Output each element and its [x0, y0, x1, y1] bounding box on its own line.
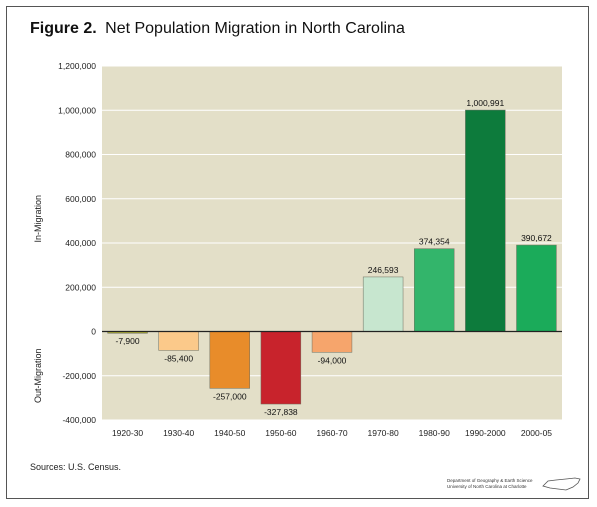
credit-line-2: University of North Carolina at Charlott… — [447, 484, 527, 489]
bar — [209, 331, 250, 389]
x-tick-label: 2000-05 — [521, 428, 552, 438]
y-tick-label: 600,000 — [65, 194, 96, 204]
bar — [311, 331, 353, 353]
data-label: 1,000,991 — [466, 98, 504, 108]
y-tick-label: 400,000 — [65, 238, 96, 248]
x-tick-label: 1960-70 — [316, 428, 347, 438]
y-tick-label: -400,000 — [62, 415, 96, 425]
y-axis-label-in-migration: In-Migration — [33, 195, 43, 243]
credit-line-1: Department of Geography & Earth Science — [447, 478, 533, 483]
x-tick-label: 1950-60 — [265, 428, 296, 438]
y-axis-label-out-migration: Out-Migration — [33, 348, 43, 403]
x-tick-label: 1980-90 — [419, 428, 450, 438]
data-label: -257,000 — [213, 391, 247, 401]
data-label: 390,672 — [521, 233, 552, 243]
bar — [260, 331, 302, 405]
y-tick-label: 200,000 — [65, 282, 96, 292]
x-tick-label: 1990-2000 — [465, 428, 506, 438]
data-label: -327,838 — [264, 407, 298, 417]
data-label: -85,400 — [164, 353, 193, 363]
y-tick-label: 1,000,000 — [58, 105, 96, 115]
bar — [465, 109, 506, 332]
y-tick-label: 800,000 — [65, 150, 96, 160]
figure-title-text: Net Population Migration in North Caroli… — [105, 20, 405, 37]
x-tick-label: 1970-80 — [368, 428, 399, 438]
figure-number: Figure 2. — [30, 20, 97, 37]
bar — [362, 276, 404, 332]
figure-title: Figure 2. Net Population Migration in No… — [30, 20, 405, 38]
data-label: -7,900 — [116, 336, 140, 346]
bar — [158, 331, 199, 351]
source-note: Sources: U.S. Census. — [30, 462, 122, 472]
bar — [414, 248, 455, 332]
x-tick-label: 1930-40 — [163, 428, 194, 438]
y-tick-label: -200,000 — [62, 371, 96, 381]
bar — [516, 244, 557, 332]
x-tick-label: 1940-50 — [214, 428, 245, 438]
credit-text: Department of Geography & Earth Science … — [447, 478, 533, 490]
data-label: 246,593 — [368, 265, 399, 275]
x-tick-label: 1920-30 — [112, 428, 143, 438]
data-label: 374,354 — [419, 237, 450, 247]
y-tick-label: 0 — [91, 327, 96, 337]
data-label: -94,000 — [318, 355, 347, 365]
y-tick-label: 1,200,000 — [58, 61, 96, 71]
